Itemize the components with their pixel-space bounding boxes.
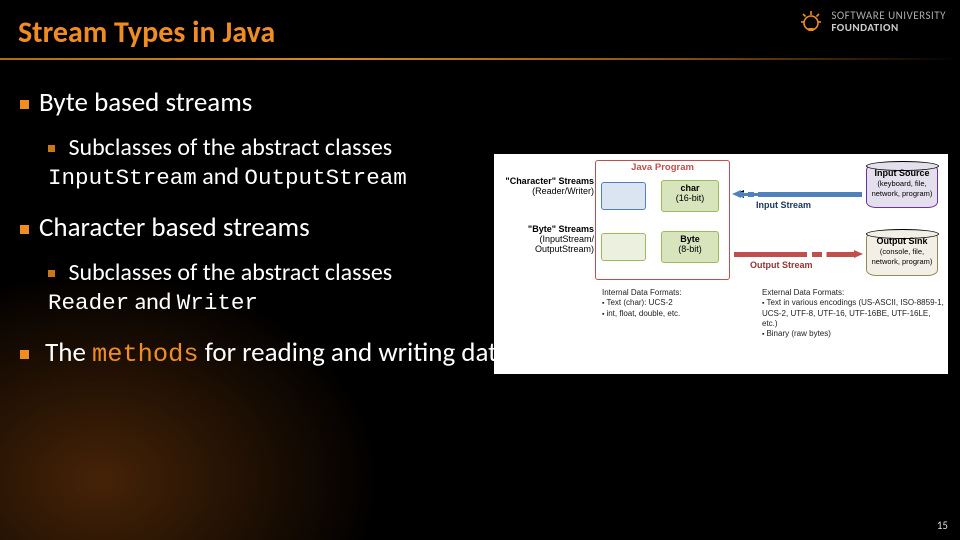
arrow-body-output <box>734 252 856 257</box>
text: and <box>197 162 245 191</box>
text: External Data Formats: <box>762 288 944 298</box>
code-outputstream: OutputStream <box>244 165 406 191</box>
text: Internal Data Formats: <box>602 288 742 298</box>
stream-diagram: Java Program char (16-bit) Byte (8-bit) … <box>494 154 948 374</box>
keyword-methods: methods <box>92 340 199 369</box>
text: (InputStream/ OutputStream) <box>535 234 594 254</box>
slide-title: Stream Types in Java <box>18 14 275 51</box>
text: Text in various encodings (US-ASCII, ISO… <box>762 298 944 329</box>
label-input-stream: Input Stream <box>756 200 811 210</box>
footnote-internal: Internal Data Formats: Text (char): UCS-… <box>602 288 742 320</box>
text: Input Source <box>874 168 929 178</box>
label-java-program: Java Program <box>599 163 726 174</box>
text: Text (char): UCS-2 <box>602 298 742 309</box>
label-char-streams: "Character" Streams (Reader/Writer) <box>498 176 594 196</box>
code-inputstream: InputStream <box>48 165 197 191</box>
text: Output Sink <box>877 236 928 246</box>
bullet-byte-streams: Byte based streams <box>20 86 940 119</box>
text: Subclasses of the abstract classes <box>68 258 392 287</box>
code-writer: Writer <box>177 290 258 316</box>
label-output-stream: Output Stream <box>750 260 813 270</box>
text: "Character" Streams <box>505 176 594 186</box>
label-char-sub: (16-bit) <box>676 193 705 203</box>
text: int, float, double, etc. <box>602 309 742 320</box>
title-underline <box>0 58 960 60</box>
text: "Byte" Streams <box>528 224 594 234</box>
page-number: 15 <box>937 519 948 532</box>
label-input-source: Input Source (keyboard, file, network, p… <box>866 168 938 198</box>
text: (Reader/Writer) <box>532 186 594 196</box>
box-byte: Byte (8-bit) <box>661 231 719 263</box>
label-output-sink: Output Sink (console, file, network, pro… <box>866 236 938 266</box>
text: Subclasses of the abstract classes <box>68 133 392 162</box>
box-char-streams <box>601 182 646 210</box>
label-char: char <box>680 183 699 193</box>
logo-text-2: FOUNDATION <box>831 22 946 34</box>
label-byte-sub: (8-bit) <box>678 244 702 254</box>
box-char: char (16-bit) <box>661 180 719 212</box>
arrowhead-output <box>854 250 863 258</box>
text: The <box>45 336 92 369</box>
text: (keyboard, file, network, program) <box>872 179 933 198</box>
footnote-external: External Data Formats: Text in various e… <box>762 288 944 340</box>
text: and <box>129 287 177 316</box>
label-byte-streams: "Byte" Streams (InputStream/ OutputStrea… <box>498 224 594 254</box>
text: (console, file, network, program) <box>872 247 933 266</box>
label-byte: Byte <box>680 234 700 244</box>
box-byte-streams <box>601 233 646 261</box>
arrow-body-input <box>738 192 862 197</box>
softuni-logo: SOFTWARE UNIVERSITY FOUNDATION <box>797 8 946 36</box>
text: Binary (raw bytes) <box>762 329 944 340</box>
code-reader: Reader <box>48 290 129 316</box>
lightbulb-icon <box>797 8 825 36</box>
